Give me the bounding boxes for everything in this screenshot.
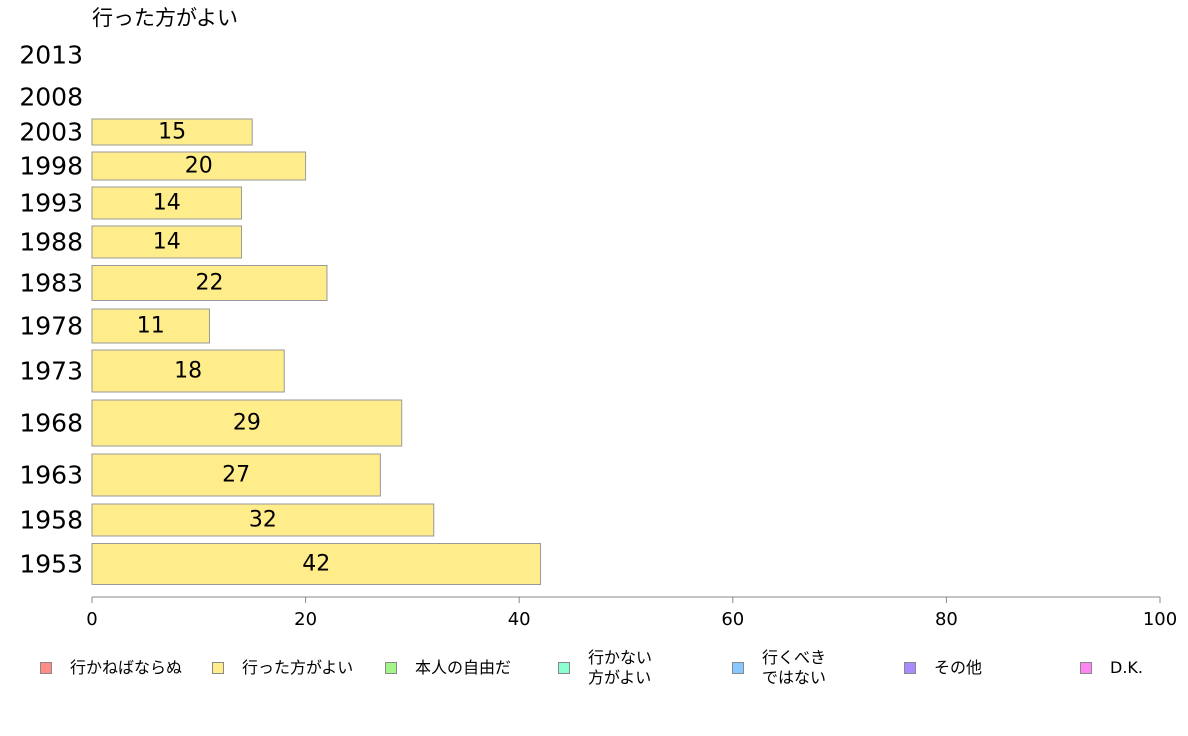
legend-item: D.K. (1080, 648, 1143, 688)
y-axis-labels: 2013 2008 2003 1998 1993 1988 1983 1978 1973 1968… (19, 41, 83, 579)
y-tick-label: 2008 (19, 83, 83, 112)
legend-label: 行った方がよい (242, 658, 354, 677)
legend-swatch (732, 662, 744, 674)
legend-item: 本人の自由だ (385, 648, 511, 688)
legend-item: 行った方がよい (212, 648, 353, 688)
bar (91, 265, 328, 301)
y-tick-label: 1978 (19, 312, 83, 341)
bar (91, 186, 243, 220)
bar-value-label: 20 (185, 154, 213, 179)
legend-swatch (1080, 662, 1092, 674)
bar-value-label: 15 (158, 120, 186, 145)
bar (91, 225, 243, 259)
y-tick-label: 1998 (19, 152, 83, 181)
bar-value-label: 22 (195, 271, 223, 296)
y-tick-label: 1968 (19, 409, 83, 438)
legend-item: 行かない 方がよい (558, 648, 652, 688)
legend-swatch (385, 662, 397, 674)
legend: 行かねばならぬ 行った方がよい 本人の自由だ 行かない 方がよい 行くべき ではない その… (40, 648, 1180, 688)
bar (91, 151, 307, 181)
y-tick-label: 1993 (19, 189, 83, 218)
bar (91, 453, 381, 497)
bar-value-label: 11 (137, 314, 165, 339)
x-axis: 0 20 40 60 80 100 (86, 596, 1177, 630)
legend-item: 行かねばならぬ (40, 648, 182, 688)
bar (91, 543, 542, 585)
bar (91, 308, 210, 344)
y-tick-label: 1983 (19, 269, 83, 298)
y-tick-label: 2003 (19, 118, 83, 147)
y-tick-label: 1953 (19, 550, 83, 579)
y-tick-label: 1963 (19, 461, 83, 490)
y-tick-label: 1973 (19, 357, 83, 386)
legend-label: 行かない 方がよい (588, 648, 653, 687)
bar-value-label: 14 (153, 191, 181, 216)
y-tick-label: 1958 (19, 506, 83, 535)
x-tick-label: 20 (294, 609, 317, 630)
x-tick-label: 100 (1143, 609, 1177, 630)
bar (91, 399, 403, 447)
bar (91, 503, 435, 537)
legend-label: 行かねばならぬ (70, 658, 183, 677)
chart-title: 行った方がよい (92, 6, 238, 30)
x-tick-label: 0 (86, 609, 97, 630)
x-tick-label: 60 (721, 609, 744, 630)
bar (91, 349, 285, 393)
x-tick-label: 40 (508, 609, 531, 630)
bar-value-label: 29 (233, 411, 261, 436)
bar-value-label: 18 (174, 359, 202, 384)
legend-swatch (40, 662, 52, 674)
bar-value-label: 27 (222, 463, 250, 488)
bar-value-label: 32 (249, 508, 277, 533)
legend-label: 行くべき ではない (762, 648, 827, 687)
bar (91, 118, 253, 146)
legend-item: 行くべき ではない (732, 648, 826, 688)
y-tick-label: 1988 (19, 228, 83, 257)
legend-swatch (904, 662, 916, 674)
legend-item: その他 (904, 648, 982, 688)
bar-value-label: 14 (153, 230, 181, 255)
legend-label: 本人の自由だ (415, 658, 512, 677)
legend-swatch (212, 662, 224, 674)
legend-label: D.K. (1110, 658, 1143, 677)
legend-label: その他 (934, 658, 983, 677)
x-tick-label: 80 (935, 609, 958, 630)
y-tick-label: 2013 (19, 41, 83, 70)
legend-swatch (558, 662, 570, 674)
bar-value-label: 42 (302, 552, 330, 577)
